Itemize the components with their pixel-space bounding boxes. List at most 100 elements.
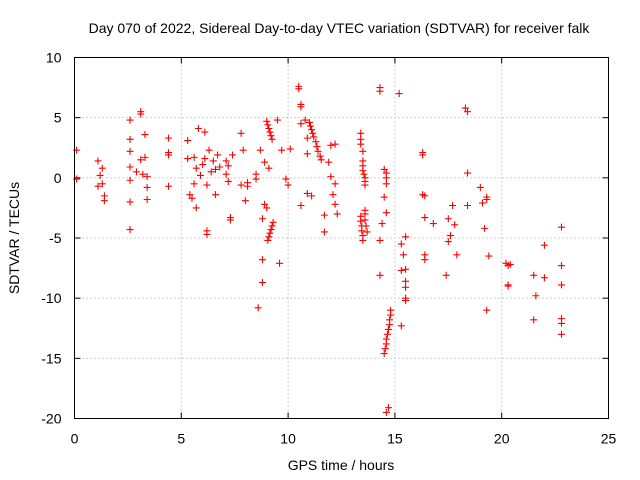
data-point [464,202,472,210]
data-point [258,256,266,264]
data-points [73,82,566,416]
y-tick-label: 10 [46,50,62,66]
data-point [303,150,311,158]
data-point [382,408,390,416]
data-point [359,147,367,155]
data-point [143,195,151,203]
x-tick-label: 20 [494,431,510,447]
data-point [266,229,274,237]
x-tick-label: 15 [387,431,403,447]
data-point [397,322,405,330]
data-point [295,85,303,93]
data-point [94,182,102,190]
data-point [203,230,211,238]
data-point [331,200,339,208]
data-point [268,135,276,143]
data-point [164,151,172,159]
data-point [265,164,273,172]
data-point [229,151,237,159]
data-point [313,143,321,151]
data-point [363,228,371,236]
data-point [402,297,410,305]
data-point [444,215,452,223]
data-point [263,117,271,125]
data-point [184,155,192,163]
data-point [94,157,102,165]
data-point [188,194,196,202]
data-point [359,236,367,244]
data-point [303,134,311,142]
data-point [222,157,230,165]
data-point [387,306,395,314]
data-point [429,220,437,228]
data-point [402,265,410,273]
data-point [256,146,264,154]
data-point [126,226,134,234]
data-point [308,192,316,200]
data-point [530,316,538,324]
data-point [203,181,211,189]
data-point [307,122,315,130]
data-point [98,180,106,188]
data-point [376,87,384,95]
data-point [143,173,151,181]
data-point [464,169,472,177]
data-point [190,180,198,188]
data-point [244,182,252,190]
data-point [453,251,461,259]
y-tick-label: -10 [41,290,61,306]
data-point [192,204,200,212]
data-point [269,218,277,226]
x-tick-label: 10 [280,431,296,447]
data-point [224,162,232,170]
data-point [558,223,566,231]
y-tick-label: 5 [54,110,62,126]
data-point [264,121,272,129]
data-point [331,140,339,148]
data-point [222,170,230,178]
data-point [483,193,491,201]
data-point [419,151,427,159]
plot-frame [74,57,609,419]
data-point [258,279,266,287]
data-point [399,251,407,259]
data-point [382,174,390,182]
data-point [186,191,194,199]
x-tick-label: 25 [601,431,617,447]
data-point [327,173,335,181]
y-tick-label: -5 [49,230,62,246]
data-point [357,217,365,225]
chart-title: Day 070 of 2022, Sidereal Day-to-day VTE… [89,20,591,36]
data-point [141,153,149,161]
data-point [361,216,369,224]
x-tick-label: 0 [71,431,79,447]
data-point [190,153,198,161]
data-point [201,128,209,136]
data-point [297,120,305,128]
data-point [308,126,316,134]
data-point [184,137,192,145]
data-point [384,325,392,333]
data-point [239,146,247,154]
data-point [421,214,429,222]
data-point [126,163,134,171]
data-point [325,158,333,166]
data-point [532,292,540,300]
data-point [141,131,149,139]
data-point [362,222,370,230]
data-point [421,256,429,264]
data-point [276,259,284,267]
data-point [558,262,566,270]
data-point [303,189,311,197]
y-tick-label: -20 [41,411,61,427]
data-point [241,197,249,205]
data-point [201,155,209,163]
data-point [126,147,134,155]
data-point [483,306,491,314]
data-point [266,128,274,136]
data-point [226,216,234,224]
data-point [139,170,147,178]
data-point [380,165,388,173]
data-point [286,145,294,153]
